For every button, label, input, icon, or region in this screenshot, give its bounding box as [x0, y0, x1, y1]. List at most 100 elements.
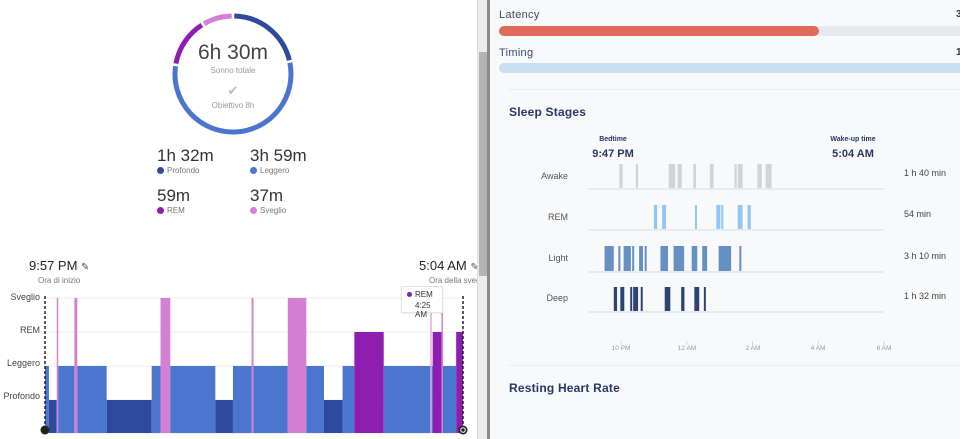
stage-duration-rem: 54 min — [904, 209, 932, 219]
stage-duration-deep: 1 h 32 min — [904, 291, 947, 301]
metric-timing: Timing 1 — [499, 47, 960, 59]
hypnogram-segment-rem[interactable] — [432, 332, 442, 433]
hypnogram-segment-leggero[interactable] — [253, 366, 288, 433]
alarm-clock-icon[interactable] — [458, 425, 468, 435]
stage-block-light — [644, 246, 647, 271]
hypnogram-segment-leggero[interactable] — [170, 366, 216, 433]
scrollbar[interactable] — [477, 0, 487, 439]
stage-block-awake — [677, 164, 682, 188]
hypnogram-segment-profondo[interactable] — [215, 400, 233, 433]
scrollbar-thumb[interactable] — [479, 52, 487, 276]
stat-label: Leggero — [260, 166, 290, 175]
sleep-stages-chart — [588, 164, 885, 345]
axis-tick-label: 6 AM — [876, 345, 892, 352]
hypnogram-segment-sveglio[interactable] — [287, 298, 307, 433]
start-time-block: 9:57 PM ✎ Ora di inizio — [29, 258, 89, 285]
stage-block-deep — [613, 287, 618, 311]
hypnogram-segment-leggero[interactable] — [77, 366, 107, 433]
end-time-block: 5:04 AM ✎ Ora della sveg — [419, 258, 477, 285]
hypnogram-segment-leggero[interactable] — [58, 366, 75, 433]
latency-bar-fill — [499, 26, 819, 36]
sleep-start-icon[interactable] — [40, 425, 50, 435]
stat-value: 37m — [250, 186, 284, 205]
hypnogram-chart[interactable] — [0, 290, 477, 439]
timing-bar-fill — [499, 63, 960, 73]
stat-value: 3h 59m — [250, 146, 307, 165]
hypnogram-segment-rem[interactable] — [354, 332, 384, 433]
end-time: 5:04 AM — [419, 258, 467, 273]
stage-block-deep — [664, 287, 671, 311]
hypnogram-segment-profondo[interactable] — [323, 400, 343, 433]
stage-block-awake — [693, 164, 696, 188]
stage-label-deep: Deep — [546, 293, 568, 303]
section-divider — [508, 365, 960, 366]
stage-block-deep — [681, 287, 685, 311]
stage-block-awake — [757, 164, 762, 188]
axis-tick-label: 12 AM — [677, 345, 697, 352]
stage-label-light: Light — [548, 253, 568, 263]
metric-label: Latency — [499, 9, 540, 21]
stage-block-deep — [694, 287, 700, 311]
start-time: 9:57 PM — [29, 258, 78, 273]
axis-tick-label: 2 AM — [745, 345, 761, 352]
stat-awake: 37m Sveglio — [250, 186, 350, 215]
stage-block-light — [702, 246, 708, 271]
stat-deep: 1h 32m Profondo — [157, 146, 257, 175]
stage-label-rem: REM — [548, 212, 568, 222]
stage-block-awake — [765, 164, 772, 188]
hypnogram-segment-leggero[interactable] — [151, 366, 161, 433]
stage-block-rem — [747, 205, 751, 229]
hypnogram-segment-leggero[interactable] — [383, 366, 433, 433]
end-time-label: Ora della sveg — [429, 276, 477, 285]
stage-block-deep — [633, 287, 639, 311]
y-label-rem: REM — [20, 325, 40, 335]
metric-latency: Latency 3 m — [499, 9, 960, 21]
stage-block-light — [673, 246, 685, 271]
stat-light: 3h 59m Leggero — [250, 146, 350, 175]
tooltip-dot — [407, 292, 412, 298]
edit-pencil-icon[interactable]: ✎ — [470, 262, 477, 273]
axis-tick-label: 10 PM — [611, 345, 631, 352]
stage-block-light — [691, 246, 698, 271]
metric-label: Timing — [499, 47, 534, 59]
stage-block-deep — [640, 287, 643, 311]
stat-rem: 59m REM — [157, 186, 257, 215]
wakeup-label: Wake-up time — [830, 136, 876, 143]
stage-block-light — [718, 246, 732, 271]
sleep-ring: 6h 30m Sonno totale ✔ Obiettivo 8h — [170, 11, 296, 137]
edit-pencil-icon[interactable]: ✎ — [81, 262, 90, 273]
hypnogram-segment-leggero[interactable] — [45, 366, 49, 433]
latency-bar — [499, 26, 960, 36]
axis-tick-label: 4 AM — [810, 345, 826, 352]
hypnogram-segment-leggero[interactable] — [442, 366, 457, 433]
sleep-stages-title: Sleep Stages — [509, 105, 587, 119]
stage-block-light — [639, 246, 644, 271]
timing-bar — [499, 63, 960, 73]
hypnogram-segment-profondo[interactable] — [48, 400, 57, 433]
hypnogram-segment-sveglio[interactable] — [251, 298, 254, 433]
hypnogram-segment-sveglio[interactable] — [441, 298, 443, 433]
stage-block-deep — [620, 287, 625, 311]
hypnogram-segment-leggero[interactable] — [306, 366, 324, 433]
metric-value: 1 — [956, 47, 960, 58]
ring-segment-rem — [173, 22, 204, 65]
goal-label: Obiettivo 8h — [211, 101, 255, 110]
stage-block-awake — [668, 164, 676, 188]
hypnogram-segment-leggero[interactable] — [342, 366, 355, 433]
stage-block-rem — [721, 205, 724, 229]
stage-block-light — [618, 246, 621, 271]
total-sleep-label: Sonno totale — [210, 66, 256, 75]
start-time-label: Ora di inizio — [38, 276, 81, 285]
hypnogram-segment-sveglio[interactable] — [160, 298, 171, 433]
stage-block-awake — [709, 164, 714, 188]
hypnogram-segment-sveglio[interactable] — [56, 298, 59, 433]
stage-block-deep — [630, 287, 633, 311]
hypnogram-segment-profondo[interactable] — [106, 400, 152, 433]
stat-value: 1h 32m — [157, 146, 214, 165]
stage-block-light — [623, 246, 631, 271]
stage-label-awake: Awake — [541, 171, 568, 181]
hypnogram-segment-leggero[interactable] — [232, 366, 252, 433]
hypnogram-segment-sveglio[interactable] — [74, 298, 78, 433]
hypnogram-segment-rem[interactable] — [456, 332, 463, 433]
stage-duration-awake: 1 h 40 min — [904, 168, 947, 178]
